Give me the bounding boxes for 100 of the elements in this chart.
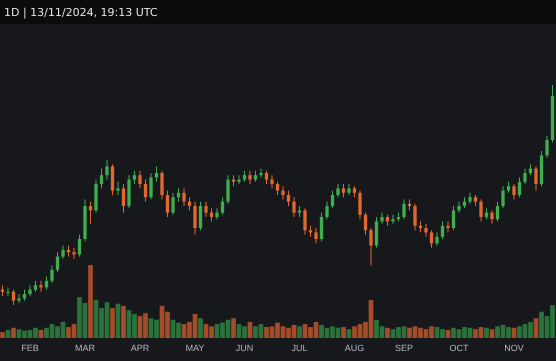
bar <box>446 330 450 338</box>
x-tick-label: APR <box>130 343 150 354</box>
bar <box>490 329 494 338</box>
candlestick <box>440 220 444 240</box>
candlestick <box>132 170 136 184</box>
candlestick <box>402 198 406 220</box>
candlestick <box>28 284 32 297</box>
candlestick <box>457 201 461 214</box>
candlestick <box>72 247 76 260</box>
bar <box>346 329 352 338</box>
x-tick-label: SEP <box>394 343 414 354</box>
candlestick <box>171 192 175 216</box>
bar <box>116 304 120 338</box>
candlestick <box>210 208 214 222</box>
candlestick <box>380 212 384 224</box>
candlestick <box>149 172 153 200</box>
chart-title: 1D | 13/11/2024, 19:13 UTC <box>4 6 158 19</box>
bar <box>6 330 10 338</box>
candlestick <box>276 181 280 196</box>
candlestick <box>154 166 158 182</box>
candlestick <box>506 181 510 194</box>
bar <box>231 318 236 338</box>
candlestick <box>413 203 417 231</box>
candlestick <box>386 214 390 226</box>
candlestick <box>215 208 219 220</box>
candlestick <box>144 179 148 202</box>
candlestick <box>100 168 104 189</box>
bar <box>248 322 252 338</box>
candlestick <box>430 230 434 248</box>
candlestick <box>468 192 472 204</box>
x-tick-label: NOV <box>504 343 524 354</box>
candlestick <box>270 174 274 189</box>
candlestick <box>358 190 362 220</box>
candlestick <box>248 170 252 184</box>
candlestick <box>369 228 373 266</box>
bar <box>385 328 390 338</box>
candlestick <box>88 201 92 224</box>
candlestick <box>314 228 318 244</box>
candlestick <box>193 201 197 236</box>
candlestick <box>479 198 483 222</box>
x-tick-label: FEB <box>21 343 39 354</box>
candlestick <box>160 170 164 200</box>
candlestick <box>204 201 208 218</box>
candlestick <box>352 186 356 198</box>
bar <box>11 328 16 338</box>
candlestick <box>320 212 324 242</box>
x-tick-label: MAR <box>75 343 96 354</box>
candlestick <box>292 196 296 218</box>
candlestick <box>22 289 26 302</box>
x-tick-label: JUL <box>291 343 308 354</box>
candlestick <box>122 184 126 214</box>
candlestick <box>308 225 312 238</box>
candlestick <box>254 170 258 182</box>
candlestick <box>198 201 202 231</box>
candlestick <box>336 184 340 198</box>
candlestick <box>50 264 54 284</box>
bar <box>121 306 126 338</box>
bar <box>512 328 516 338</box>
candlestick <box>44 276 48 290</box>
candlestick <box>484 208 488 220</box>
bar <box>198 318 203 338</box>
bar <box>297 326 302 338</box>
x-tick-label: MAY <box>186 343 204 354</box>
bar <box>484 328 489 338</box>
candlestick <box>490 210 494 224</box>
bar <box>341 327 346 338</box>
candlestick <box>303 208 307 236</box>
candlestick <box>501 186 505 209</box>
bar <box>88 265 93 338</box>
candlestick <box>474 194 478 206</box>
candlestick <box>232 174 236 187</box>
candlestick <box>281 186 285 200</box>
candlestick <box>424 223 428 238</box>
bar <box>38 330 44 338</box>
candlestick <box>188 196 192 211</box>
candlestick <box>512 184 516 200</box>
candlestick <box>342 184 346 198</box>
candlestick <box>325 201 329 220</box>
candlestick <box>138 170 142 189</box>
candlestick <box>166 190 170 218</box>
candlestick <box>39 280 43 292</box>
bar <box>110 308 115 338</box>
bar <box>0 332 5 338</box>
candlestick <box>286 190 290 206</box>
candlestick <box>34 280 38 292</box>
candlestick <box>226 174 230 204</box>
candlestick <box>528 164 532 176</box>
x-tick-label: JUN <box>236 343 254 354</box>
candlestick <box>220 196 224 216</box>
candlestick <box>330 190 334 209</box>
candlestick <box>518 176 522 198</box>
candlestick <box>435 232 439 246</box>
candlestick <box>496 201 500 222</box>
candlestick <box>61 245 65 260</box>
bar <box>534 318 538 338</box>
candlestick <box>56 252 60 272</box>
x-tick-label: AUG <box>344 343 364 354</box>
candlestick <box>545 135 549 158</box>
candlestick <box>0 284 4 297</box>
candlestick <box>347 184 351 196</box>
